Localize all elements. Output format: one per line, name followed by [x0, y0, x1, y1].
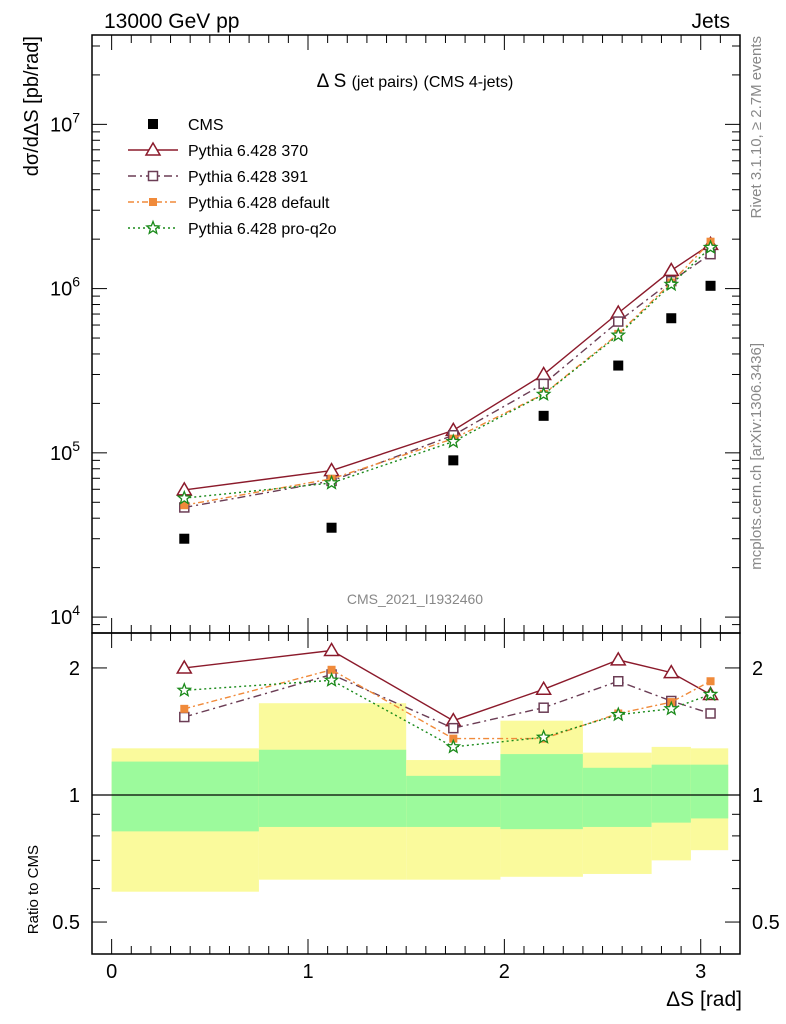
main-point-pq2o: [610, 326, 627, 342]
main-point-pq2o: [445, 433, 462, 449]
ratio-point-p370: [535, 680, 552, 696]
ratio-y-tick-label-right: 2: [752, 658, 763, 680]
legend-marker-p391: [147, 170, 159, 182]
main-point-p370: [662, 261, 680, 277]
ratio-point-p391: [613, 675, 624, 687]
ratio-band-inner: [651, 764, 691, 823]
main-line-pdefault: [184, 241, 712, 506]
ratio-point-pq2o: [663, 700, 680, 716]
main-y-tick-label: 107: [50, 109, 80, 136]
x-tick-label: 2: [499, 961, 510, 983]
main-y-axis-label: dσ/dΔS [pb/rad]: [21, 36, 43, 176]
main-point-pq2o: [323, 474, 340, 490]
main-point-p370: [535, 365, 552, 381]
chart-title-main: Δ S: [317, 71, 347, 92]
main-point-pq2o: [702, 239, 719, 255]
legend-label-pq2o: Pythia 6.428 pro-q2o: [188, 221, 337, 238]
ratio-point-p370: [323, 641, 340, 657]
legend-label-p391: Pythia 6.428 391: [188, 169, 308, 186]
legend-marker-p370: [144, 141, 162, 156]
main-point-pq2o: [176, 489, 193, 505]
header-right: Jets: [691, 10, 730, 33]
main-point-pdefault: [180, 501, 189, 510]
ratio-y-tick-label-right: 0.5: [752, 912, 780, 934]
legend: CMS Pythia 6.428 370 Pythia 6.428 391 Pythi…: [128, 117, 337, 238]
x-axis-label: ΔS [rad]: [666, 988, 742, 1011]
ratio-point-pdefault: [327, 665, 336, 674]
ratio-band-inner: [111, 761, 259, 832]
ratio-point-p391: [705, 708, 716, 719]
legend-marker-pdefault: [149, 198, 157, 206]
ratio-y-tick-label: 0.5: [52, 912, 80, 934]
main-point-cms: [538, 410, 549, 421]
legend-label-cms: CMS: [188, 117, 224, 134]
main-y-tick-label: 104: [50, 602, 80, 629]
ratio-point-p370: [175, 659, 193, 674]
ratio-point-p370: [609, 651, 627, 666]
header-left: 13000 GeV pp: [104, 10, 239, 33]
main-point-cms: [448, 455, 459, 466]
ratio-point-p370: [662, 664, 680, 679]
ratio-point-pq2o: [323, 672, 340, 687]
ratio-point-pq2o: [702, 686, 719, 702]
main-line-pq2o: [184, 246, 711, 499]
ratio-band-inner: [582, 767, 652, 827]
ratio-point-pq2o: [535, 729, 552, 744]
data-layer: [175, 235, 719, 754]
ratio-point-pq2o: [445, 738, 462, 754]
main-point-cms: [613, 360, 624, 371]
main-point-cms: [705, 280, 716, 291]
ratio-y-tick-label-right: 1: [752, 785, 763, 807]
ratio-point-pdefault: [706, 677, 715, 686]
main-point-cms: [666, 313, 677, 324]
ratio-band-inner: [690, 764, 729, 819]
x-tick-label: 1: [302, 961, 313, 983]
ratio-band-inner: [258, 749, 407, 827]
chart-title: Δ S (jet pairs) (CMS 4-jets): [317, 71, 514, 92]
main-line-p391: [184, 253, 711, 509]
main-point-p370: [609, 304, 627, 319]
legend-marker-cms: [148, 119, 158, 129]
tick-layer: 104 105 106 107 0 1 2 3 0.5 0.5 1 1 2 2: [50, 35, 780, 983]
main-point-cms: [179, 533, 190, 544]
legend-marker-pq2o: [145, 219, 161, 235]
ratio-band-inner: [500, 754, 583, 830]
ratio-point-pdefault: [449, 734, 458, 743]
main-line-p370: [184, 243, 711, 491]
watermark: CMS_2021_I1932460: [347, 591, 483, 607]
ratio-point-pq2o: [176, 681, 193, 698]
ratio-y-axis-label: Ratio to CMS: [25, 845, 42, 934]
x-tick-label: 0: [106, 961, 117, 983]
mcplots-label: mcplots.cern.ch [arXiv:1306.3436]: [748, 343, 765, 570]
ratio-band-layer: [92, 703, 740, 892]
main-point-pq2o: [535, 386, 552, 402]
ratio-plot-frame: [91, 632, 741, 955]
main-y-tick-label: 105: [50, 438, 80, 465]
main-point-cms: [326, 522, 337, 533]
ratio-band-inner: [406, 775, 501, 827]
ratio-y-tick-label: 1: [69, 785, 80, 807]
ratio-y-tick-label: 2: [69, 658, 80, 680]
axes-layer: [91, 34, 741, 955]
chart-title-small: (jet pairs): [352, 74, 419, 91]
rivet-label: Rivet 3.1.10, ≥ 2.7M events: [748, 36, 765, 219]
ratio-point-p391: [538, 702, 549, 713]
main-point-pq2o: [663, 276, 680, 292]
ratio-point-pq2o: [610, 706, 627, 722]
ratio-point-p391: [179, 711, 190, 723]
ratio-point-pdefault: [180, 704, 189, 713]
ratio-point-p391: [448, 722, 459, 734]
main-y-tick-label: 106: [50, 274, 80, 301]
chart-title-rest: (CMS 4-jets): [424, 74, 514, 91]
x-tick-label: 3: [695, 961, 706, 983]
legend-label-p370: Pythia 6.428 370: [188, 143, 308, 160]
main-point-p391: [613, 316, 624, 327]
legend-label-pdefault: Pythia 6.428 default: [188, 195, 330, 212]
